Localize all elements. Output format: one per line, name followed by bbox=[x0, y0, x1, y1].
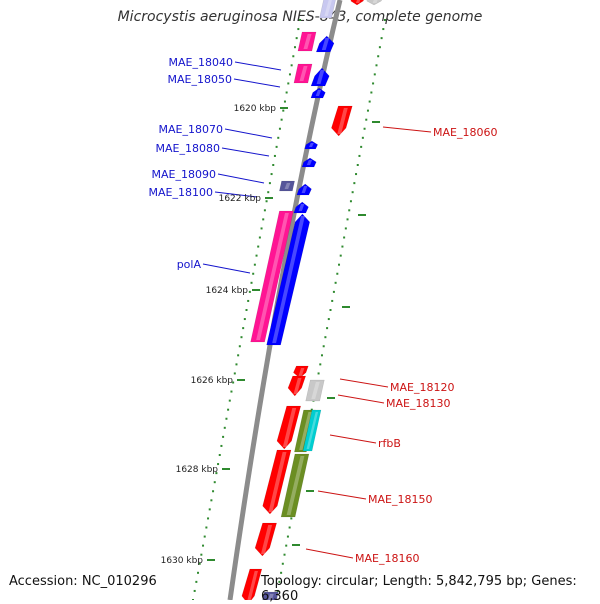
gene-label-left: MAE_18050 bbox=[168, 73, 232, 86]
gene-highlight bbox=[299, 66, 308, 81]
gene-highlight bbox=[309, 143, 314, 147]
gene-label-right: MAE_18060 bbox=[433, 126, 497, 139]
gene-feature bbox=[280, 453, 310, 518]
gene-label-leader bbox=[382, 126, 432, 133]
kbp-tick-label: 1626 kbp bbox=[191, 376, 234, 386]
gene-label-leader bbox=[337, 394, 385, 404]
gene-feature bbox=[254, 522, 277, 557]
gene-highlight bbox=[306, 160, 313, 165]
gene-feature bbox=[297, 31, 317, 52]
gene-highlight bbox=[303, 34, 312, 49]
gene-highlight bbox=[298, 368, 305, 376]
kbp-tick-label: 1622 kbp bbox=[219, 194, 262, 204]
gene-feature bbox=[262, 449, 292, 515]
gene-label-leader bbox=[233, 78, 281, 88]
kbp-tick-label: 1630 kbp bbox=[161, 556, 204, 566]
gene-highlight bbox=[267, 594, 274, 600]
gene-feature bbox=[305, 379, 325, 402]
gene-feature bbox=[276, 405, 302, 450]
gene-highlight bbox=[315, 90, 322, 96]
gene-highlight bbox=[260, 525, 273, 554]
gene-highlight bbox=[299, 412, 312, 450]
kbp-tick-label: 1624 kbp bbox=[206, 286, 249, 296]
gene-label-left: polA bbox=[177, 258, 202, 271]
gene-highlight bbox=[247, 571, 258, 600]
gene-label-left: MAE_18080 bbox=[156, 142, 220, 155]
gene-label-left: MAE_18070 bbox=[159, 123, 223, 136]
gene-feature bbox=[301, 157, 317, 168]
kbp-ticks: 1620 kbp 1622 kbp 1624 kbp 1626 kbp 1628 kbp… bbox=[161, 104, 380, 566]
gene-label-leader bbox=[217, 173, 265, 184]
gene-label-leader bbox=[224, 128, 273, 139]
gene-feature bbox=[302, 409, 322, 452]
gene-label-left: MAE_18040 bbox=[169, 56, 233, 69]
gene-highlight bbox=[324, 0, 332, 16]
gene-highlight bbox=[272, 216, 305, 343]
gene-highlight bbox=[306, 412, 319, 449]
gene-feature bbox=[241, 568, 263, 600]
gene-label-leader bbox=[339, 378, 389, 388]
gene-highlight bbox=[337, 108, 348, 134]
gene-feature bbox=[293, 201, 309, 214]
gene-label-leader bbox=[234, 61, 282, 71]
gene-feature bbox=[250, 210, 294, 343]
gene-label-right: MAE_18120 bbox=[390, 381, 454, 394]
gene-feature bbox=[310, 87, 326, 99]
gene-highlight bbox=[298, 204, 305, 211]
gene-feature bbox=[293, 63, 313, 84]
gene-label-right: MAE_18160 bbox=[355, 552, 419, 565]
gene-feature bbox=[279, 180, 295, 192]
kbp-tick-label: 1628 kbp bbox=[176, 465, 219, 475]
gene-highlight bbox=[321, 38, 330, 50]
gene-feature bbox=[310, 67, 330, 87]
gene-label-leader bbox=[329, 434, 377, 444]
gene-label-leader bbox=[214, 191, 258, 198]
gene-labels: MAE_18040 MAE_18050 MAE_18070 MAE_18080 MAE_… bbox=[149, 56, 498, 565]
accession-text: Accession: NC_010296 bbox=[9, 574, 157, 589]
gene-highlight bbox=[316, 70, 325, 84]
gene-feature bbox=[266, 213, 310, 346]
genome-title: Microcystis aeruginosa NIES-843, complet… bbox=[117, 9, 483, 25]
gene-label-leader bbox=[305, 548, 354, 559]
gene-highlight bbox=[372, 0, 378, 3]
gene-label-right: MAE_18130 bbox=[386, 397, 450, 410]
gene-feature bbox=[293, 365, 309, 379]
gene-highlight bbox=[284, 183, 291, 189]
gene-highlight bbox=[293, 378, 302, 394]
inner-dotted-guide bbox=[192, 19, 301, 600]
gene-feature bbox=[319, 0, 336, 19]
gene-highlight bbox=[286, 456, 305, 515]
gene-feature bbox=[350, 0, 364, 6]
gene-highlight bbox=[268, 452, 287, 512]
gene-feature bbox=[304, 140, 319, 150]
gene-feature bbox=[296, 183, 312, 196]
gene-label-leader bbox=[202, 263, 251, 274]
gene-label-left: MAE_18090 bbox=[152, 168, 216, 181]
gene-highlight bbox=[355, 0, 361, 3]
gene-highlight bbox=[311, 382, 320, 399]
gene-feature bbox=[366, 0, 382, 6]
gene-label-leader bbox=[221, 147, 270, 157]
gene-feature bbox=[315, 35, 335, 53]
gene-label-right: rfbB bbox=[378, 437, 401, 450]
gene-highlight bbox=[301, 186, 308, 193]
gene-feature bbox=[331, 105, 353, 137]
gene-label-leader bbox=[317, 490, 367, 500]
kbp-tick-label: 1620 kbp bbox=[234, 104, 277, 114]
gene-label-left: MAE_18100 bbox=[149, 186, 213, 199]
gene-highlight bbox=[282, 408, 297, 447]
gene-feature bbox=[287, 375, 307, 397]
gene-feature bbox=[262, 591, 279, 600]
label-leaders bbox=[202, 61, 432, 559]
gene-highlight bbox=[256, 213, 289, 340]
gene-label-right: MAE_18150 bbox=[368, 493, 432, 506]
genes-group bbox=[241, 0, 382, 600]
